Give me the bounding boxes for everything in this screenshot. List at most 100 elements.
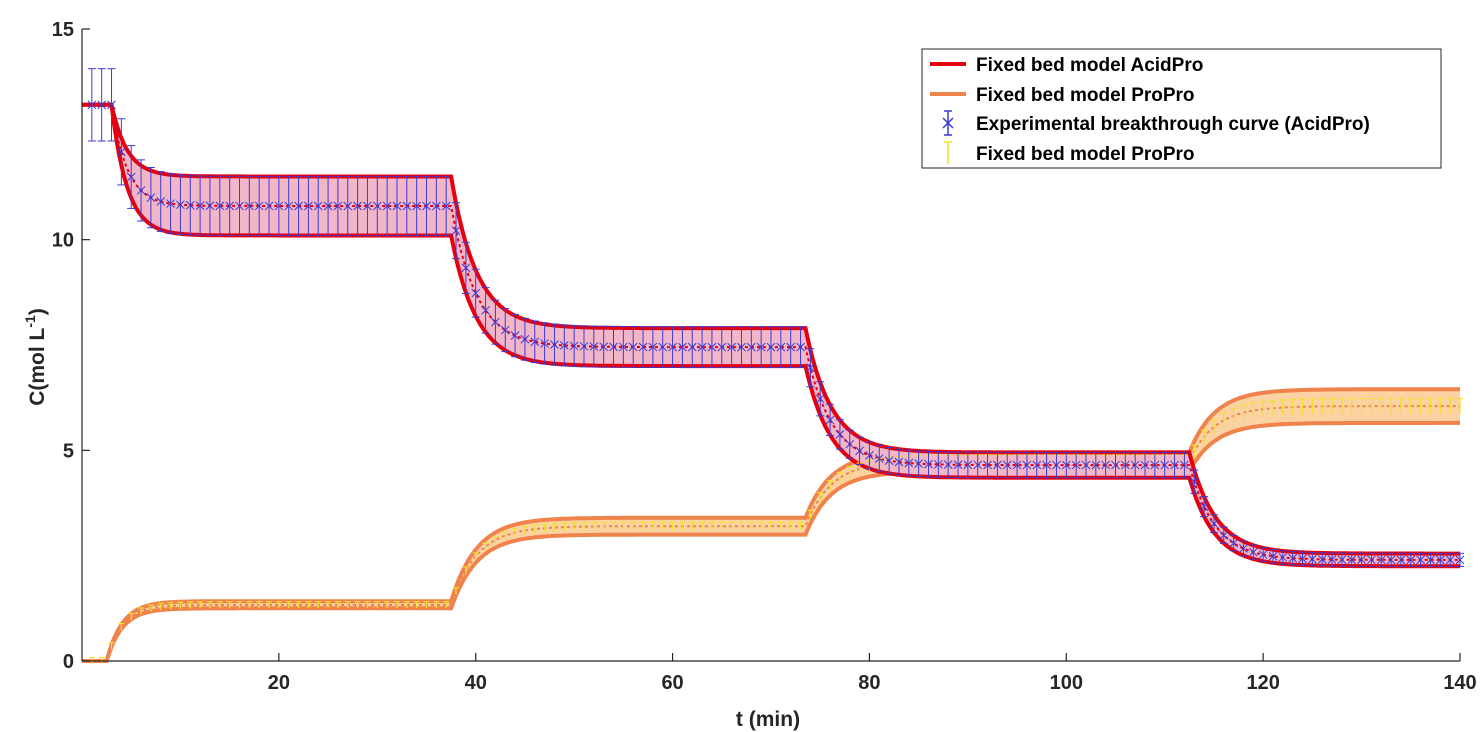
experimental-marker xyxy=(244,201,254,211)
experimental-marker xyxy=(166,199,175,208)
experimental-point xyxy=(225,175,234,236)
propro-errorbar xyxy=(157,602,164,611)
experimental-marker xyxy=(1101,460,1111,470)
experimental-marker xyxy=(835,430,845,439)
experimental-marker xyxy=(1140,460,1150,470)
propro-errorbar xyxy=(177,601,184,609)
experimental-point xyxy=(678,326,687,368)
propro-errorbar xyxy=(1427,397,1434,414)
experimental-marker xyxy=(1386,555,1396,565)
experimental-marker xyxy=(264,201,274,211)
experimental-marker xyxy=(727,342,736,352)
experimental-point xyxy=(264,175,274,237)
experimental-marker xyxy=(117,147,126,157)
propro-errorbar xyxy=(797,521,804,531)
legend-box xyxy=(921,48,1442,169)
experimental-point xyxy=(294,175,303,237)
experimental-marker xyxy=(500,325,510,335)
propro-errorbar xyxy=(708,521,715,531)
experimental-marker xyxy=(304,201,313,211)
experimental-marker xyxy=(894,457,904,467)
experimental-point xyxy=(1278,550,1288,565)
legend: Fixed bed model AcidPro Fixed bed model … xyxy=(921,48,1442,169)
experimental-point xyxy=(481,287,490,334)
experimental-point xyxy=(1445,552,1455,567)
experimental-point xyxy=(766,326,776,369)
experimental-point xyxy=(776,326,786,369)
propro-errorbar xyxy=(531,524,538,534)
experimental-marker xyxy=(97,100,107,110)
experimental-point xyxy=(1022,451,1032,479)
experimental-point xyxy=(500,308,510,353)
experimental-marker xyxy=(205,201,215,211)
legend-label-experimental: Experimental breakthrough curve (AcidPro… xyxy=(976,114,1370,135)
experimental-marker xyxy=(933,460,943,469)
experimental-marker xyxy=(1002,460,1012,470)
axes xyxy=(81,28,1461,662)
propro-errorbar xyxy=(1457,397,1463,414)
experimental-point xyxy=(510,313,520,358)
propro-errorbar xyxy=(374,600,381,609)
experimental-point xyxy=(284,175,294,237)
experimental-point xyxy=(156,171,166,232)
experimental-point xyxy=(579,325,589,368)
experimental-point xyxy=(648,326,658,368)
propro-errorbar xyxy=(551,522,558,532)
experimental-point xyxy=(993,451,1002,479)
experimental-marker xyxy=(195,201,205,210)
propro-errorbar xyxy=(807,509,814,520)
experimental-marker xyxy=(1209,519,1219,528)
propro-errorbar xyxy=(846,466,853,479)
experimental-marker xyxy=(254,201,264,211)
experimental-point xyxy=(727,326,736,369)
propro-errorbar xyxy=(817,492,824,503)
experimental-marker xyxy=(1022,460,1032,470)
experimental-marker xyxy=(441,201,451,211)
experimental-point xyxy=(520,317,530,361)
experimental-marker xyxy=(1091,460,1101,470)
experimental-marker xyxy=(806,363,815,373)
experimental-point xyxy=(589,325,599,368)
experimental-point xyxy=(1367,552,1376,567)
experimental-point xyxy=(697,326,707,369)
experimental-point xyxy=(1002,451,1012,479)
experimental-marker xyxy=(491,317,500,327)
experimental-marker xyxy=(225,201,234,211)
experimental-point xyxy=(87,68,97,142)
propro-errorbar xyxy=(384,600,391,609)
experimental-marker xyxy=(1160,460,1170,470)
propro-errorbar xyxy=(118,622,125,631)
experimental-point xyxy=(313,175,323,237)
x-tick-label: 80 xyxy=(858,672,880,694)
propro-errorbar xyxy=(167,601,174,610)
experimental-point xyxy=(1396,552,1406,567)
propro-errorbar xyxy=(1358,397,1365,414)
experimental-marker xyxy=(559,341,569,350)
experimental-marker xyxy=(1426,555,1435,565)
experimental-marker xyxy=(1317,554,1327,564)
experimental-marker xyxy=(1406,555,1416,565)
experimental-marker xyxy=(943,460,953,469)
experimental-marker xyxy=(461,263,471,273)
experimental-marker xyxy=(884,456,894,465)
x-tick-label: 20 xyxy=(268,672,290,694)
x-tick-label: 100 xyxy=(1050,672,1083,694)
experimental-point xyxy=(550,323,559,366)
propro-errorbar xyxy=(354,600,361,609)
propro-errorbar xyxy=(138,607,145,615)
experimental-marker xyxy=(431,201,441,211)
experimental-point xyxy=(530,320,540,363)
experimental-point xyxy=(274,175,284,237)
y-axis-label-main: C(mol L xyxy=(26,327,49,405)
propro-errorbar xyxy=(1201,429,1208,444)
propro-errorbar xyxy=(423,600,430,609)
experimental-point xyxy=(244,175,254,237)
experimental-marker xyxy=(1199,502,1209,511)
experimental-marker xyxy=(599,342,609,352)
experimental-point xyxy=(353,175,362,237)
propro-errorbar xyxy=(1368,397,1375,414)
experimental-marker xyxy=(1268,551,1278,561)
propro-errorbar xyxy=(1397,397,1404,414)
propro-errorbar xyxy=(206,601,213,609)
experimental-point xyxy=(343,175,353,237)
